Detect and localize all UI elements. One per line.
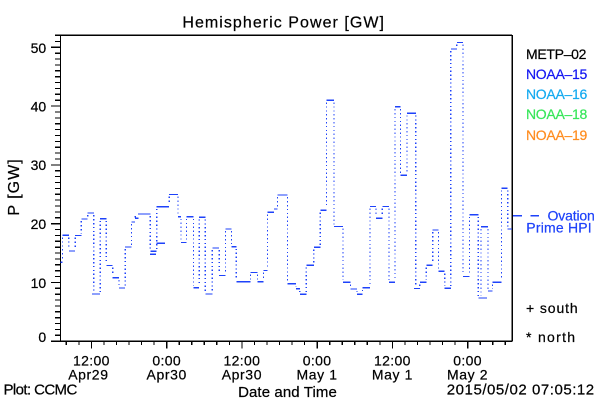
- svg-text:Apr30: Apr30: [222, 366, 262, 382]
- svg-text:May 1: May 1: [297, 366, 338, 382]
- svg-text:12:00: 12:00: [374, 352, 411, 368]
- svg-text:METP–02: METP–02: [526, 46, 587, 62]
- svg-text:0:00: 0:00: [303, 352, 332, 368]
- svg-text:30: 30: [31, 157, 47, 173]
- svg-text:12:00: 12:00: [224, 352, 261, 368]
- svg-text:0: 0: [38, 329, 46, 345]
- svg-text:10: 10: [31, 275, 47, 291]
- svg-text:Ovation: Ovation: [548, 208, 595, 224]
- svg-text:NOAA–18: NOAA–18: [526, 106, 587, 122]
- svg-text:2015/05/02 07:05:12: 2015/05/02 07:05:12: [447, 382, 595, 399]
- svg-text:20: 20: [31, 216, 47, 232]
- svg-text:+ south: + south: [526, 300, 579, 316]
- svg-text:Plot: CCMC: Plot: CCMC: [4, 382, 78, 399]
- svg-text:May 1: May 1: [372, 366, 413, 382]
- svg-text:P [GW]: P [GW]: [6, 158, 23, 215]
- svg-text:12:00: 12:00: [73, 352, 110, 368]
- svg-text:Prime HPI: Prime HPI: [526, 220, 592, 236]
- svg-text:NOAA–15: NOAA–15: [526, 66, 587, 82]
- svg-text:NOAA–19: NOAA–19: [526, 127, 587, 143]
- svg-text:* north: * north: [526, 329, 576, 345]
- svg-text:Hemispheric Power [GW]: Hemispheric Power [GW]: [182, 15, 385, 32]
- svg-text:Apr30: Apr30: [147, 366, 187, 382]
- svg-text:Apr29: Apr29: [68, 366, 108, 382]
- svg-text:May 2: May 2: [447, 366, 488, 382]
- svg-text:0:00: 0:00: [453, 352, 482, 368]
- svg-text:40: 40: [31, 98, 47, 114]
- svg-text:Date and Time: Date and Time: [238, 384, 337, 400]
- svg-text:50: 50: [31, 40, 47, 56]
- svg-text:NOAA–16: NOAA–16: [526, 86, 587, 102]
- svg-text:0:00: 0:00: [152, 352, 181, 368]
